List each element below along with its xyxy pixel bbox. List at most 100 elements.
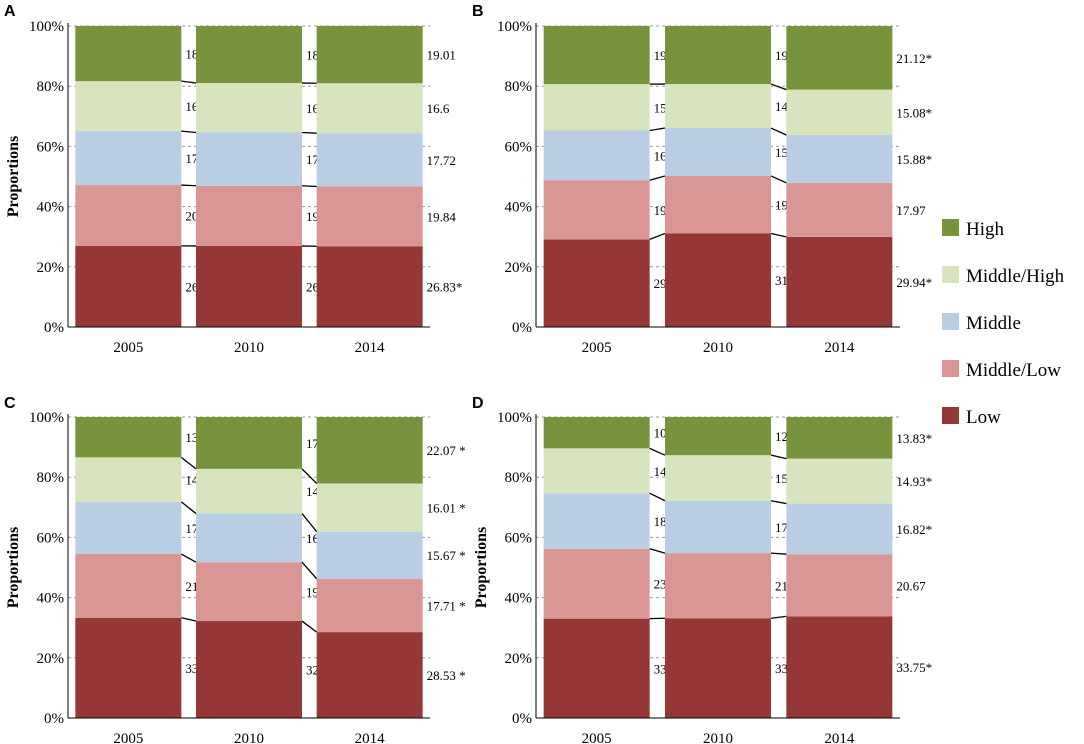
bar-segment-middle-low xyxy=(786,182,893,237)
legend-item: High xyxy=(942,219,1005,240)
data-label: 20.67 xyxy=(896,578,926,593)
legend: High Middle/High Middle Middle/Low Low xyxy=(942,219,1065,428)
chart-panels: AProportions0%20%40%60%80%100%26.9420.22… xyxy=(4,3,932,744)
y-tick-label: 40% xyxy=(505,200,533,216)
data-label: 17.71 * xyxy=(427,598,466,613)
panel-letter: C xyxy=(4,395,16,412)
bar-segment-middle-high xyxy=(75,457,182,502)
bar-segment-high xyxy=(786,26,893,90)
connector-line xyxy=(301,131,317,134)
x-tick-label: 2014 xyxy=(824,731,855,744)
x-tick-label: 2014 xyxy=(355,340,386,356)
bar-segment-high xyxy=(316,417,423,484)
legend-label: Middle xyxy=(966,313,1021,334)
y-tick-label: 20% xyxy=(37,651,65,667)
legend-swatch xyxy=(942,313,959,330)
y-tick-label: 100% xyxy=(29,19,64,35)
connector-line xyxy=(770,127,787,136)
bar-segment-middle-low xyxy=(665,553,771,619)
x-tick-label: 2005 xyxy=(113,731,143,744)
x-tick-label: 2005 xyxy=(582,731,612,744)
y-tick-label: 60% xyxy=(505,139,533,155)
panel-letter: D xyxy=(472,395,484,412)
connector-line xyxy=(181,553,197,563)
bar-segment-middle-high xyxy=(543,448,650,494)
connector-line xyxy=(770,500,787,505)
bar-segment-middle xyxy=(665,500,771,554)
data-label: 15.08* xyxy=(896,105,932,120)
y-tick-label: 0% xyxy=(512,320,532,336)
bar-segment-high xyxy=(196,417,302,469)
connector-line xyxy=(181,617,197,622)
bar-segment-high xyxy=(543,417,650,449)
bar-segment-low xyxy=(316,246,423,327)
x-tick-label: 2010 xyxy=(234,340,264,356)
bar-segment-high xyxy=(665,416,771,456)
connector-line xyxy=(770,615,787,619)
connector-line xyxy=(649,492,666,502)
y-tick-label: 60% xyxy=(37,530,65,546)
data-label: 15.88* xyxy=(896,152,932,167)
data-label: 17.97 xyxy=(896,203,926,218)
connector-line xyxy=(301,513,318,533)
data-label: 22.07 * xyxy=(427,443,466,458)
bar-segment-middle xyxy=(786,134,893,183)
legend-item: Middle/High xyxy=(942,266,1065,287)
connector-line xyxy=(301,561,318,580)
data-label: 16.82* xyxy=(896,522,932,537)
connector-line xyxy=(649,232,666,240)
bar-segment-middle-low xyxy=(665,175,771,234)
y-tick-label: 80% xyxy=(37,79,65,95)
bar-segment-low xyxy=(196,621,302,718)
bar-segment-middle-high xyxy=(665,84,771,129)
x-tick-label: 2014 xyxy=(824,340,855,356)
bar-segment-middle xyxy=(543,493,650,549)
connector-line xyxy=(180,456,197,470)
bar-segment-middle xyxy=(75,501,182,555)
legend-label: Low xyxy=(966,407,1001,428)
x-tick-label: 2014 xyxy=(355,731,386,744)
y-axis-label: Proportions xyxy=(5,136,22,217)
legend-label: Middle/High xyxy=(966,266,1065,287)
y-tick-label: 20% xyxy=(505,260,533,276)
data-label: 16.01 * xyxy=(427,501,466,516)
bar-segment-middle-high xyxy=(786,458,893,504)
data-label: 17.72 xyxy=(427,153,456,168)
connector-line xyxy=(770,454,787,460)
legend-swatch xyxy=(942,407,959,424)
bar-segment-low xyxy=(75,245,182,327)
bar-segment-middle-high xyxy=(316,483,423,532)
y-tick-label: 0% xyxy=(512,711,532,727)
y-tick-label: 40% xyxy=(37,200,65,216)
bar-segment-middle-low xyxy=(196,185,302,246)
bar-segment-middle-high xyxy=(316,83,423,134)
y-tick-label: 100% xyxy=(497,19,532,35)
bar-segment-middle-low xyxy=(196,562,302,622)
y-axis-label: Proportions xyxy=(473,527,490,608)
bar-segment-low xyxy=(786,236,893,327)
bar-segment-low xyxy=(543,239,650,327)
y-tick-label: 60% xyxy=(37,139,65,155)
x-tick-label: 2010 xyxy=(234,731,264,744)
bar-segment-middle-low xyxy=(75,185,182,246)
panel-letter: B xyxy=(472,3,484,20)
y-tick-label: 80% xyxy=(505,470,533,486)
legend-label: High xyxy=(966,219,1005,240)
connector-line xyxy=(649,447,666,456)
bar-segment-low xyxy=(665,233,771,327)
bar-segment-middle xyxy=(75,131,182,186)
legend-swatch xyxy=(942,266,959,283)
x-tick-label: 2005 xyxy=(113,340,143,356)
legend-item: Low xyxy=(942,407,1001,428)
chart-panel-c: CProportions0%20%40%60%80%100%33.321.181… xyxy=(4,395,466,744)
data-label: 19.84 xyxy=(427,209,457,224)
y-tick-label: 0% xyxy=(44,320,64,336)
data-label: 13.83* xyxy=(896,431,932,446)
bar-segment-high xyxy=(196,26,302,84)
data-label: 21.12* xyxy=(896,51,932,66)
connector-line xyxy=(301,620,318,633)
bar-segment-middle xyxy=(196,513,302,563)
connector-line xyxy=(301,468,318,484)
bar-segment-high xyxy=(75,416,182,458)
bar-segment-low xyxy=(196,245,302,327)
